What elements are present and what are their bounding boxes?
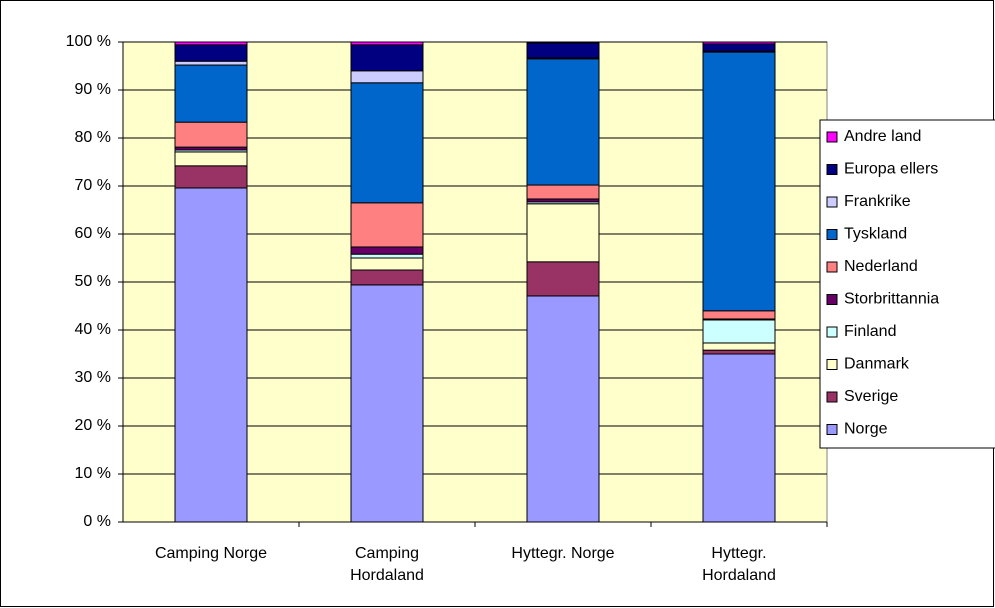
legend-swatch xyxy=(826,391,838,403)
bar-segment xyxy=(526,42,600,59)
bar-segment xyxy=(702,51,776,312)
legend-swatch xyxy=(826,261,838,273)
bar-segment xyxy=(350,246,424,255)
legend-swatch xyxy=(826,424,838,435)
bar-segment xyxy=(174,151,248,167)
legend-label: Finland xyxy=(844,323,896,340)
bar-segment xyxy=(526,203,600,263)
bar-segment xyxy=(526,184,600,200)
x-tick-label: Camping Hordaland xyxy=(350,545,424,584)
bar-segment xyxy=(526,58,600,186)
legend-label: Norge xyxy=(844,421,888,438)
y-tick-label: 40 % xyxy=(75,321,111,338)
bar-segment xyxy=(174,44,248,62)
y-tick-label: 70 % xyxy=(75,177,111,194)
bar-segment xyxy=(350,70,424,84)
y-tick-label: 10 % xyxy=(75,465,111,482)
legend-label: Sverige xyxy=(844,388,898,405)
legend-label: Danmark xyxy=(844,356,910,373)
bar-segment xyxy=(702,319,776,344)
bar-segment xyxy=(702,353,776,523)
bar-segment xyxy=(702,349,776,355)
bar-segment xyxy=(350,82,424,204)
legend-swatch xyxy=(826,326,838,338)
y-tick-label: 30 % xyxy=(75,369,111,386)
bar-segment xyxy=(174,165,248,189)
y-tick-label: 100 % xyxy=(66,33,111,50)
legend-swatch xyxy=(826,359,838,370)
legend-label: Storbrittannia xyxy=(844,291,939,308)
legend-box xyxy=(819,119,995,449)
legend-label: Frankrike xyxy=(844,193,911,210)
bar-segment xyxy=(350,44,424,72)
legend-label: Andre land xyxy=(844,128,921,145)
y-tick-label: 90 % xyxy=(75,81,111,98)
legend-label: Europa ellers xyxy=(844,161,938,178)
bar-segment xyxy=(526,295,600,523)
bar-segment xyxy=(350,284,424,523)
bar-segment xyxy=(350,253,424,259)
legend-swatch xyxy=(826,196,838,208)
bar-segment xyxy=(350,202,424,248)
bar-segment xyxy=(702,41,776,45)
y-tick-label: 80 % xyxy=(75,129,111,146)
x-tick-label: Hyttegr. Hordaland xyxy=(702,545,776,584)
legend-label: Nederland xyxy=(844,258,918,275)
bar-segment xyxy=(702,310,776,320)
bar-segment xyxy=(526,261,600,297)
legend-swatch xyxy=(826,164,838,175)
y-tick-label: 60 % xyxy=(75,225,111,242)
x-tick-label: Hyttegr. Norge xyxy=(511,545,614,562)
bar-segment xyxy=(350,41,424,46)
y-tick-label: 20 % xyxy=(75,417,111,434)
y-tick-label: 50 % xyxy=(75,273,111,290)
bar-segment xyxy=(702,342,776,351)
y-tick-label: 0 % xyxy=(83,513,111,530)
bar-segment xyxy=(174,41,248,46)
bar-segment xyxy=(174,64,248,123)
legend-swatch xyxy=(826,294,838,305)
bar-segment xyxy=(526,41,600,44)
bar-segment xyxy=(350,269,424,286)
legend-swatch xyxy=(826,229,838,240)
legend-swatch xyxy=(826,131,838,143)
legend-label: Tyskland xyxy=(844,226,907,243)
bar-segment xyxy=(174,187,248,523)
x-tick-label: Camping Norge xyxy=(155,545,267,562)
bar-segment xyxy=(350,257,424,271)
bar-segment xyxy=(174,60,248,66)
bar-segment xyxy=(174,121,248,148)
bar-segment xyxy=(702,43,776,52)
